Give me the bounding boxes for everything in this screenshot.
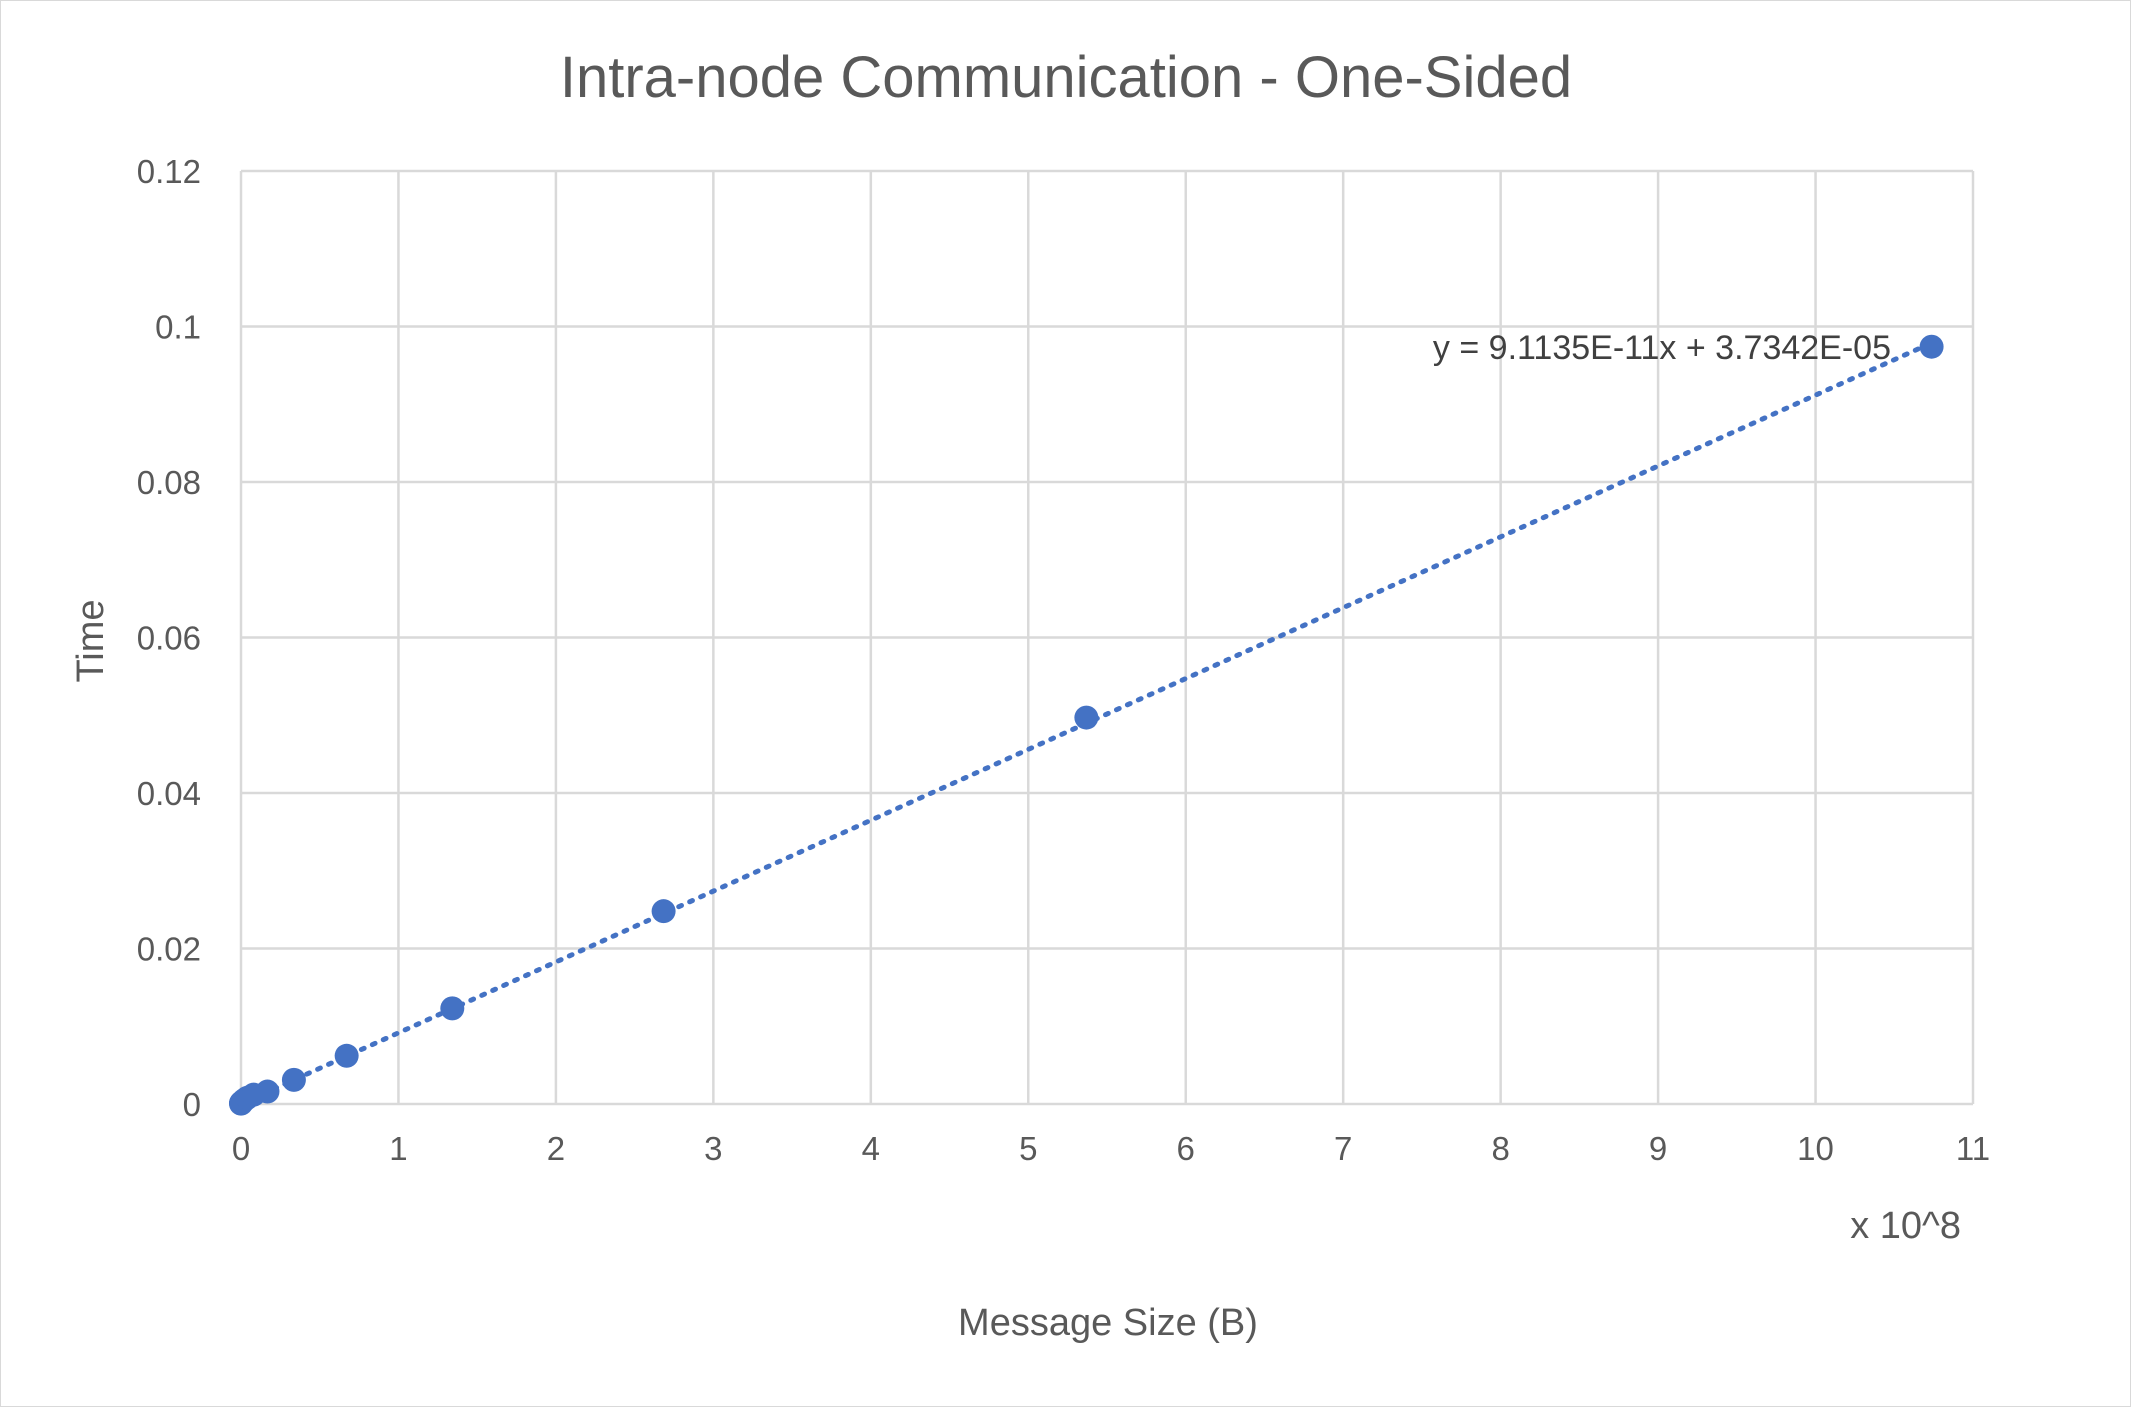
y-tick-label: 0.04: [137, 775, 201, 812]
y-tick-label: 0: [183, 1086, 201, 1123]
y-tick-label: 0.1: [155, 309, 201, 346]
x-tick-label: 1: [389, 1130, 407, 1167]
trendline-equation: y = 9.1135E-11x + 3.7342E-05: [1433, 329, 1891, 367]
y-axis-title: Time: [70, 599, 112, 682]
x-axis-title: Message Size (B): [958, 1302, 1258, 1344]
x-axis-multiplier-label: x 10^8: [1850, 1205, 1961, 1247]
gridlines: [239, 169, 1975, 1106]
x-tick-label: 8: [1491, 1130, 1509, 1167]
x-tick-label: 7: [1334, 1130, 1352, 1167]
x-tick-label: 5: [1019, 1130, 1037, 1167]
x-tick-label: 10: [1797, 1130, 1834, 1167]
x-tick-label: 3: [704, 1130, 722, 1167]
y-tick-label: 0.06: [137, 620, 201, 657]
x-tick-label: 2: [547, 1130, 565, 1167]
x-tick-label: 6: [1177, 1130, 1195, 1167]
x-tick-label: 0: [232, 1130, 250, 1167]
y-tick-label: 0.08: [137, 464, 201, 501]
x-tick-label: 9: [1649, 1130, 1667, 1167]
y-tick-label: 0.12: [137, 153, 201, 190]
data-point: [334, 1043, 359, 1068]
data-point: [440, 996, 465, 1021]
chart-title: Intra-node Communication - One-Sided: [560, 45, 1572, 110]
tick-labels: 0 1 2 3 4 5 6 7 8 9 10 11 0 0.02 0.04 0.06 0.08 0.1 0.12: [137, 153, 1990, 1167]
data-point: [1074, 705, 1099, 730]
data-point: [651, 899, 676, 924]
x-tick-label: 4: [862, 1130, 880, 1167]
x-tick-label: 11: [1956, 1130, 1990, 1167]
data-point: [255, 1079, 280, 1104]
data-points: [229, 334, 1944, 1116]
y-tick-label: 0.02: [137, 931, 201, 968]
data-point: [1919, 334, 1944, 359]
data-point: [281, 1067, 306, 1092]
